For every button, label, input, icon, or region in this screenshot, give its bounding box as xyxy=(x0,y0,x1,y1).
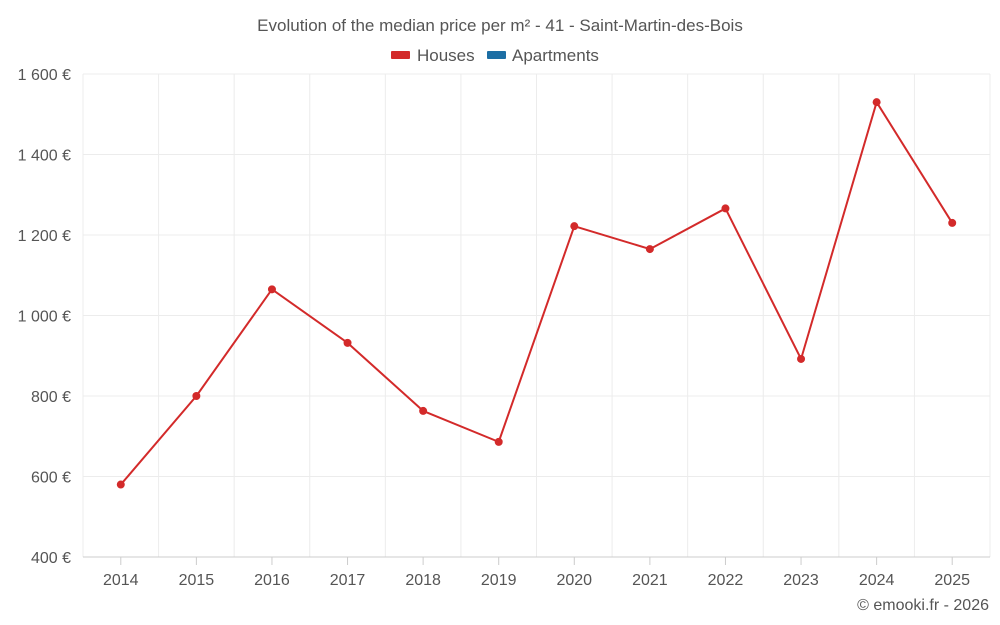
y-tick-label: 600 € xyxy=(31,470,71,487)
x-tick-label: 2021 xyxy=(632,572,668,589)
y-tick-label: 400 € xyxy=(31,550,71,567)
x-tick-label: 2024 xyxy=(859,572,895,589)
y-tick-label: 1 000 € xyxy=(18,309,71,326)
x-tick-label: 2025 xyxy=(934,572,970,589)
data-point-houses-2017[interactable] xyxy=(343,338,352,347)
chart-title: Evolution of the median price per m² - 4… xyxy=(257,16,743,35)
legend-label-houses[interactable]: Houses xyxy=(417,46,475,65)
data-point-houses-2020[interactable] xyxy=(570,222,579,231)
data-point-houses-2024[interactable] xyxy=(872,98,881,107)
x-axis: 2014 2015 2016 2017 2018 2019 2020 2021 2022 2023… xyxy=(83,556,990,589)
data-point-houses-2016[interactable] xyxy=(267,285,276,294)
series-layer xyxy=(116,98,957,489)
x-tick-label: 2016 xyxy=(254,572,290,589)
x-tick-label: 2017 xyxy=(330,572,366,589)
x-tick-label: 2023 xyxy=(783,572,819,589)
legend: Houses Apartments xyxy=(391,46,599,65)
data-point-houses-2019[interactable] xyxy=(494,437,503,446)
x-tick-label: 2014 xyxy=(103,572,139,589)
data-point-houses-2018[interactable] xyxy=(419,406,428,415)
y-tick-label: 1 400 € xyxy=(18,148,71,165)
x-tick-label: 2022 xyxy=(708,572,744,589)
legend-swatch-houses[interactable] xyxy=(391,51,410,59)
credit-text: © emooki.fr - 2026 xyxy=(857,597,989,614)
grid-lines xyxy=(82,73,991,557)
x-tick-label: 2015 xyxy=(179,572,215,589)
series-line-houses xyxy=(120,101,954,486)
data-point-houses-2022[interactable] xyxy=(721,204,730,213)
x-tick-label: 2018 xyxy=(405,572,441,589)
data-point-houses-2021[interactable] xyxy=(645,245,654,254)
data-point-houses-2015[interactable] xyxy=(192,392,201,400)
data-point-houses-2025[interactable] xyxy=(948,218,957,227)
y-tick-label: 1 200 € xyxy=(18,228,71,245)
y-tick-label: 1 600 € xyxy=(18,67,71,84)
legend-label-apartments[interactable]: Apartments xyxy=(512,46,599,65)
x-tick-label: 2019 xyxy=(481,572,517,589)
data-point-houses-2014[interactable] xyxy=(116,480,125,489)
y-tick-label: 800 € xyxy=(31,389,71,406)
legend-swatch-apartments[interactable] xyxy=(487,51,506,59)
y-axis: 400 € 600 € 800 € 1 000 € 1 200 € 1 400 € 1 60… xyxy=(18,67,71,567)
data-point-houses-2023[interactable] xyxy=(797,354,806,363)
x-tick-label: 2020 xyxy=(556,572,592,589)
